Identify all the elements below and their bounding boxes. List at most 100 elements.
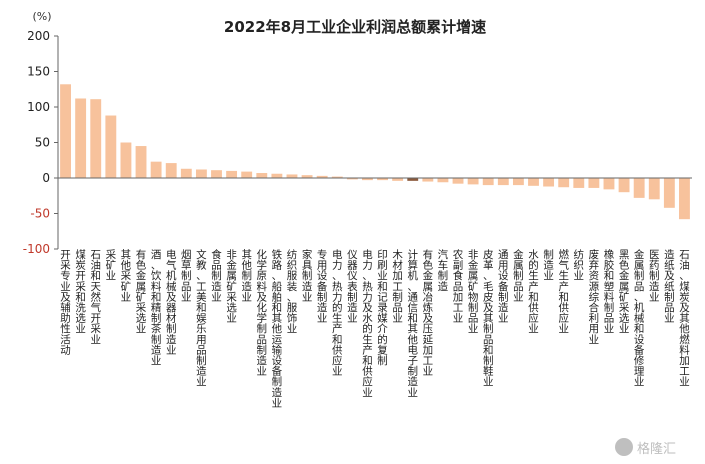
x-tick-label: 非金属矿物制品业 xyxy=(468,249,479,335)
bar xyxy=(648,178,660,200)
bar xyxy=(482,178,494,186)
bar xyxy=(60,84,71,178)
bar xyxy=(512,178,524,186)
watermark: 格隆汇 xyxy=(615,436,695,458)
y-tick-label: 0 xyxy=(42,171,50,185)
y-tick-label: 150 xyxy=(27,65,50,79)
x-tick-label: 纺织业 xyxy=(574,248,585,282)
bars-group xyxy=(60,84,690,220)
x-tick-label: 金属制品业 xyxy=(513,248,524,303)
bar xyxy=(497,178,509,186)
bar xyxy=(180,168,192,178)
bar xyxy=(422,178,434,182)
x-tick-label: 木材加工制品业 xyxy=(392,249,403,325)
x-tick-label: 皮革、毛皮及其制品和制鞋业 xyxy=(483,248,494,388)
bar xyxy=(211,170,222,178)
x-tick-label: 农副食品加工业 xyxy=(453,248,464,325)
x-tick-label: 电气机械及器材制造业 xyxy=(166,248,177,356)
x-tick-label: 石油和天然气开采业 xyxy=(90,249,101,346)
x-tick-label: 铁路、船舶和其他运输设备制造业 xyxy=(272,248,283,409)
x-tick-label: 文教、工美和娱乐用品制造业 xyxy=(196,248,207,388)
x-tick-label: 非金属矿采选业 xyxy=(226,249,237,325)
bar xyxy=(467,178,479,185)
y-axis: 200 150 100 50 0 -50 -100 xyxy=(23,29,59,256)
bar xyxy=(150,161,162,178)
x-tick-label: 仪器仪表制造业 xyxy=(347,249,358,325)
x-tick-label: 金属制品、机械和设备修理业 xyxy=(634,248,645,388)
bar xyxy=(331,176,343,178)
bar xyxy=(618,178,630,193)
watermark-text: 格隆汇 xyxy=(637,441,677,457)
x-tick-label: 有色金属矿采选业 xyxy=(136,248,147,335)
bar xyxy=(588,178,600,188)
bar xyxy=(105,115,117,178)
bar xyxy=(407,178,419,181)
bar xyxy=(120,142,132,178)
bar xyxy=(633,178,645,198)
bar xyxy=(528,178,539,186)
bar xyxy=(679,178,690,220)
x-tick-label: 酒、饮料和精制茶制造业 xyxy=(151,248,162,367)
x-tick-label: 食品制造业 xyxy=(211,248,222,303)
y-tick-label: -100 xyxy=(23,242,50,256)
watermark-logo-icon xyxy=(615,438,633,456)
x-tick-label: 通用设备制造业 xyxy=(498,249,509,325)
x-tick-label: 专用设备制造业 xyxy=(317,248,328,325)
x-tick-label: 烟草制品业 xyxy=(181,248,192,303)
bar xyxy=(195,169,207,178)
x-tick-label: 废弃资源综合利用业 xyxy=(589,248,600,346)
bar xyxy=(135,146,147,178)
x-tick-label: 制造业 xyxy=(543,248,554,282)
y-tick-label: -50 xyxy=(30,207,50,221)
x-tick-label: 有色金属冶炼及压延加工业 xyxy=(423,248,434,378)
x-tick-label: 煤炭开采和洗选业 xyxy=(75,248,86,335)
x-tick-label: 家具制造业 xyxy=(302,248,313,303)
x-tick-label: 石油、煤炭及其他燃料加工业 xyxy=(679,249,690,388)
y-axis-unit-label: (%) xyxy=(32,10,51,23)
x-tick-label: 其他采矿业 xyxy=(121,249,132,303)
x-tick-label: 计算机、通信和其他电子制造业 xyxy=(407,248,418,399)
x-tick-label: 其他制造业 xyxy=(241,249,252,303)
chart-title: 2022年8月工业企业利润总额累计增速 xyxy=(224,18,486,36)
x-tick-label: 汽车制造 xyxy=(438,248,449,293)
bar xyxy=(377,178,388,181)
bar xyxy=(90,99,102,178)
bar xyxy=(603,178,615,190)
bar xyxy=(392,178,404,181)
bar xyxy=(286,174,298,178)
bar xyxy=(663,178,675,208)
bar xyxy=(362,178,373,181)
x-tick-label: 采矿业 xyxy=(106,249,117,282)
bar xyxy=(316,175,328,178)
x-tick-label: 开采专业及辅助性活动 xyxy=(60,249,71,356)
bar xyxy=(543,178,555,187)
y-tick-label: 100 xyxy=(27,100,50,114)
bar xyxy=(558,178,570,188)
bar xyxy=(165,163,177,178)
x-tick-labels: 开采专业及辅助性活动煤炭开采和洗选业石油和天然气开采业采矿业其他采矿业有色金属矿… xyxy=(60,248,690,409)
x-tick-label: 化学原料及化学制品制造业 xyxy=(257,248,268,378)
bar xyxy=(75,98,87,178)
bar xyxy=(452,178,464,184)
y-tick-label: 50 xyxy=(35,136,50,150)
x-tick-label: 电力、热力的生产和供应业 xyxy=(332,248,343,378)
x-tick-label: 黑色金属矿采选业 xyxy=(619,249,630,335)
bar xyxy=(226,170,238,178)
bar xyxy=(301,175,313,178)
bar xyxy=(271,173,283,178)
bar xyxy=(437,178,449,183)
x-tick-label: 燃气生产和供应业 xyxy=(558,248,569,335)
x-tick-label: 印刷业和记录媒介的复制 xyxy=(377,249,388,367)
bar xyxy=(573,178,585,188)
x-tick-label: 橡胶和塑料制品业 xyxy=(604,248,615,335)
x-tick-label: 电力、热力及水的生产和供应业 xyxy=(362,248,373,399)
bar xyxy=(346,178,358,180)
bar xyxy=(256,173,268,178)
x-tick-label: 水的生产和供应业 xyxy=(528,249,539,335)
x-tick-label: 纺织服装、服饰业 xyxy=(287,248,298,335)
y-tick-label: 200 xyxy=(27,29,50,43)
x-tick-label: 医药制造业 xyxy=(649,249,660,303)
bar xyxy=(241,171,253,178)
x-tick-label: 造纸及纸制品业 xyxy=(664,248,675,325)
